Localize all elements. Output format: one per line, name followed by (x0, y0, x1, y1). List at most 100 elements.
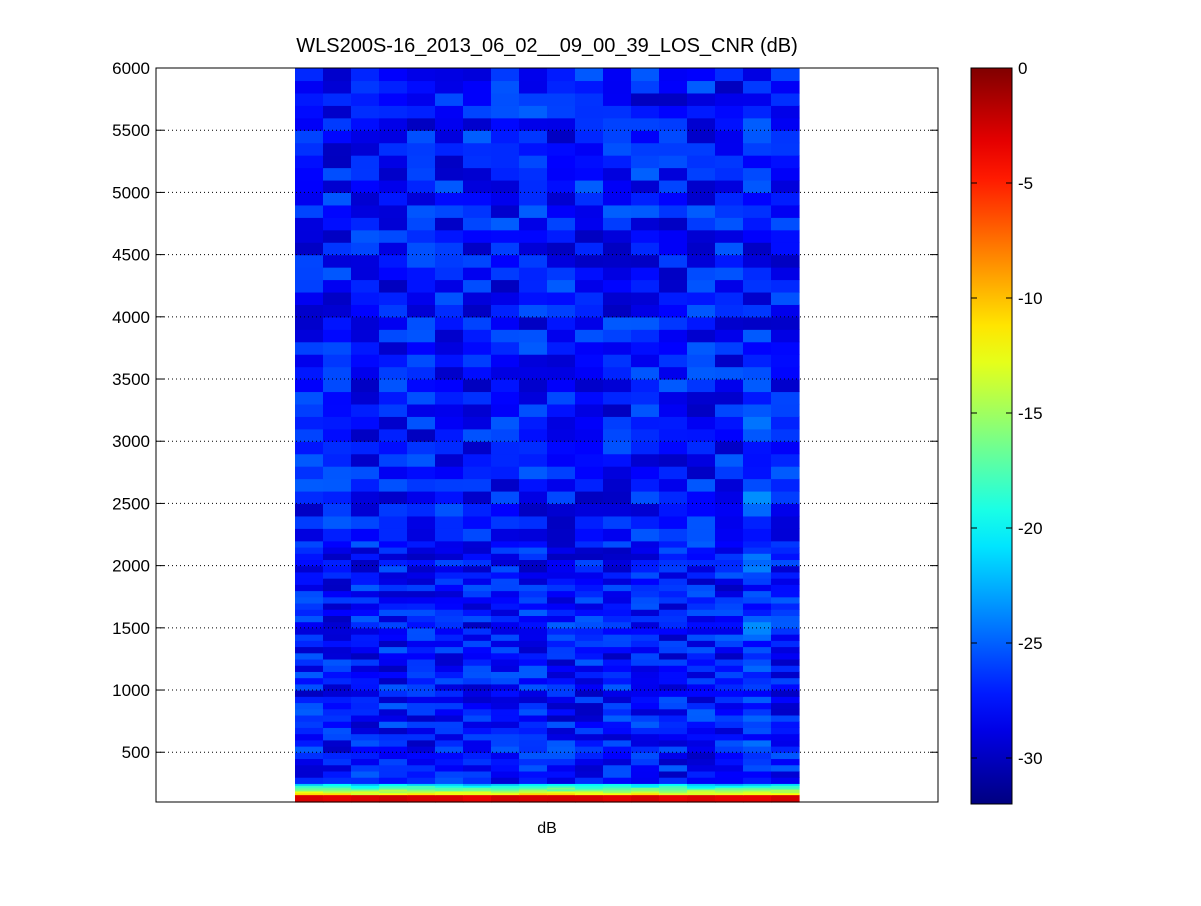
heatmap-cell (743, 770, 772, 778)
heatmap-cell (715, 571, 744, 579)
heatmap-cell (687, 403, 716, 417)
heatmap-cell (603, 714, 632, 722)
heatmap-cell (743, 571, 772, 579)
heatmap-cell (631, 279, 660, 293)
heatmap-cell (715, 590, 744, 598)
heatmap-cell (603, 254, 632, 268)
heatmap-cell (631, 179, 660, 194)
colorbar-tick-label: 0 (1018, 59, 1027, 78)
heatmap-cell (323, 658, 352, 666)
heatmap-cell (491, 540, 520, 548)
heatmap-cell (575, 167, 604, 181)
heatmap-cell (435, 403, 464, 417)
heatmap-cell (743, 515, 772, 529)
y-tick-label: 2000 (112, 557, 150, 576)
heatmap-cell (519, 117, 548, 131)
heatmap-cell (435, 770, 464, 778)
heatmap-cell (743, 721, 772, 728)
heatmap-cells (295, 68, 800, 803)
heatmap-cell (323, 609, 352, 616)
heatmap-cell (491, 578, 520, 585)
heatmap-cell (519, 167, 548, 181)
heatmap-cell (463, 341, 492, 355)
heatmap-cell (715, 646, 744, 654)
heatmap-cell (771, 553, 800, 561)
heatmap-cell (603, 658, 632, 666)
heatmap-cell (771, 316, 800, 330)
heatmap-cell (575, 403, 604, 417)
heatmap-cell (435, 92, 464, 106)
heatmap-cell (743, 627, 772, 635)
heatmap-cell (771, 142, 800, 156)
heatmap-cell (295, 316, 324, 330)
heatmap-cell (687, 565, 716, 573)
heatmap-cell (407, 80, 436, 94)
heatmap-cell (463, 696, 492, 704)
heatmap-cell (463, 68, 492, 82)
heatmap-cell (323, 167, 352, 181)
heatmap-cell (463, 609, 492, 616)
heatmap-cell (407, 565, 436, 573)
heatmap-cell (323, 341, 352, 355)
heatmap-cell (379, 441, 408, 455)
heatmap-cell (435, 291, 464, 305)
heatmap-cell (659, 565, 688, 573)
heatmap-cell (659, 571, 688, 579)
heatmap-cell (435, 279, 464, 293)
heatmap-cell (743, 254, 772, 268)
heatmap-cell (575, 304, 604, 318)
heatmap-cell (323, 242, 352, 256)
heatmap-cell (295, 478, 324, 492)
heatmap-cell (743, 565, 772, 573)
heatmap-cell (575, 546, 604, 554)
heatmap-cell (323, 590, 352, 598)
heatmap-cell (687, 428, 716, 442)
heatmap-cell (379, 787, 408, 790)
heatmap-cell (463, 304, 492, 318)
heatmap-cell (743, 441, 772, 455)
heatmap-cell (491, 790, 520, 794)
heatmap-cell (771, 696, 800, 704)
colorbar-tick-label: -5 (1018, 174, 1033, 193)
heatmap-cell (743, 167, 772, 181)
heatmap-cell (547, 690, 576, 697)
heatmap-cell (575, 490, 604, 505)
heatmap-cell (407, 571, 436, 579)
heatmap-cell (519, 746, 548, 753)
heatmap-cell (407, 403, 436, 417)
heatmap-cell (547, 68, 576, 82)
heatmap-cell (603, 441, 632, 455)
heatmap-cell (687, 490, 716, 505)
heatmap-cell (463, 546, 492, 554)
heatmap-cell (491, 130, 520, 144)
heatmap-cell (715, 403, 744, 417)
heatmap-cell (407, 584, 436, 592)
heatmap-cell (659, 453, 688, 467)
heatmap-cell (743, 341, 772, 355)
heatmap-cell (687, 590, 716, 598)
heatmap-cell (659, 683, 688, 691)
heatmap-cell (659, 490, 688, 505)
heatmap-cell (519, 559, 548, 567)
heatmap-cell (519, 584, 548, 592)
heatmap-cell (631, 787, 660, 790)
heatmap-cell (715, 441, 744, 455)
heatmap-cell (351, 578, 380, 585)
heatmap-cell (463, 565, 492, 573)
heatmap-cell (491, 117, 520, 131)
heatmap-cell (407, 242, 436, 256)
heatmap-cell (547, 316, 576, 330)
heatmap-cell (715, 787, 744, 790)
heatmap-cell (743, 696, 772, 704)
heatmap-cell (575, 92, 604, 106)
heatmap-cell (379, 609, 408, 616)
heatmap-cell (603, 341, 632, 355)
heatmap-cell (603, 770, 632, 778)
heatmap-cell (519, 142, 548, 156)
heatmap-cell (463, 490, 492, 505)
heatmap-cell (463, 764, 492, 772)
heatmap-cell (687, 242, 716, 256)
heatmap-cell (407, 777, 436, 784)
heatmap-cell (687, 217, 716, 231)
heatmap-cell (295, 453, 324, 467)
